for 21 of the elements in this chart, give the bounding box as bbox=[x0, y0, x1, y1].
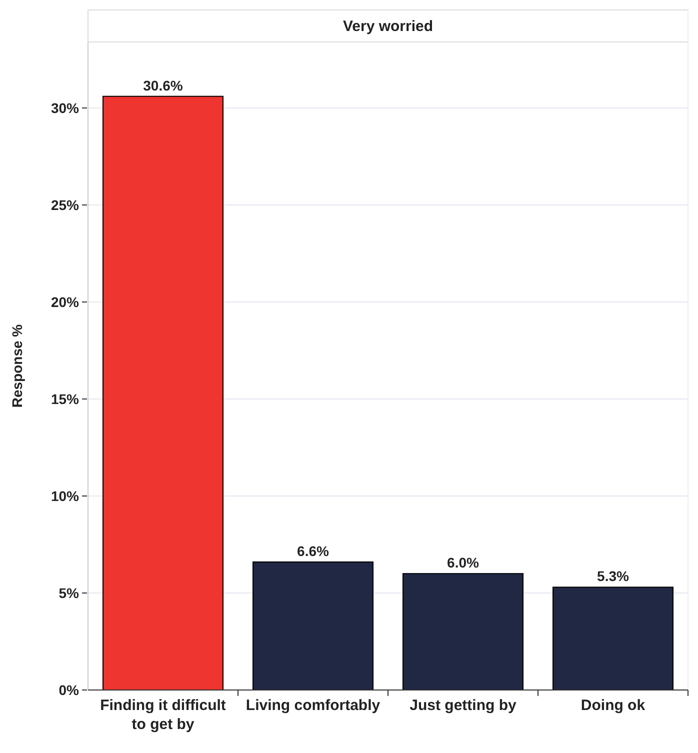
bar bbox=[252, 561, 374, 690]
data-label: 5.3% bbox=[597, 568, 630, 584]
x-tick-label: Just getting by bbox=[410, 697, 517, 714]
data-label: 6.0% bbox=[447, 554, 480, 571]
x-tick-label: Living comfortably bbox=[246, 697, 381, 714]
bar bbox=[402, 573, 524, 690]
x-tick-label: Doing ok bbox=[580, 697, 646, 714]
x-tick-label: Finding it difficult to get by bbox=[100, 697, 226, 733]
y-tick-label: 25% bbox=[50, 196, 80, 213]
data-label: 30.6% bbox=[143, 77, 184, 94]
y-tick-label: 0% bbox=[58, 682, 80, 698]
y-tick-label: 30% bbox=[50, 100, 80, 116]
bar bbox=[102, 96, 224, 690]
bar bbox=[552, 586, 674, 690]
y-tick-label: 15% bbox=[50, 390, 80, 407]
data-label: 6.6% bbox=[297, 542, 330, 559]
y-tick-label: 10% bbox=[50, 488, 80, 504]
chart-title: Very worried bbox=[342, 18, 434, 35]
y-tick-label: 20% bbox=[50, 294, 80, 310]
y-axis-title: Response % bbox=[9, 324, 25, 408]
y-tick-label: 5% bbox=[58, 584, 80, 601]
